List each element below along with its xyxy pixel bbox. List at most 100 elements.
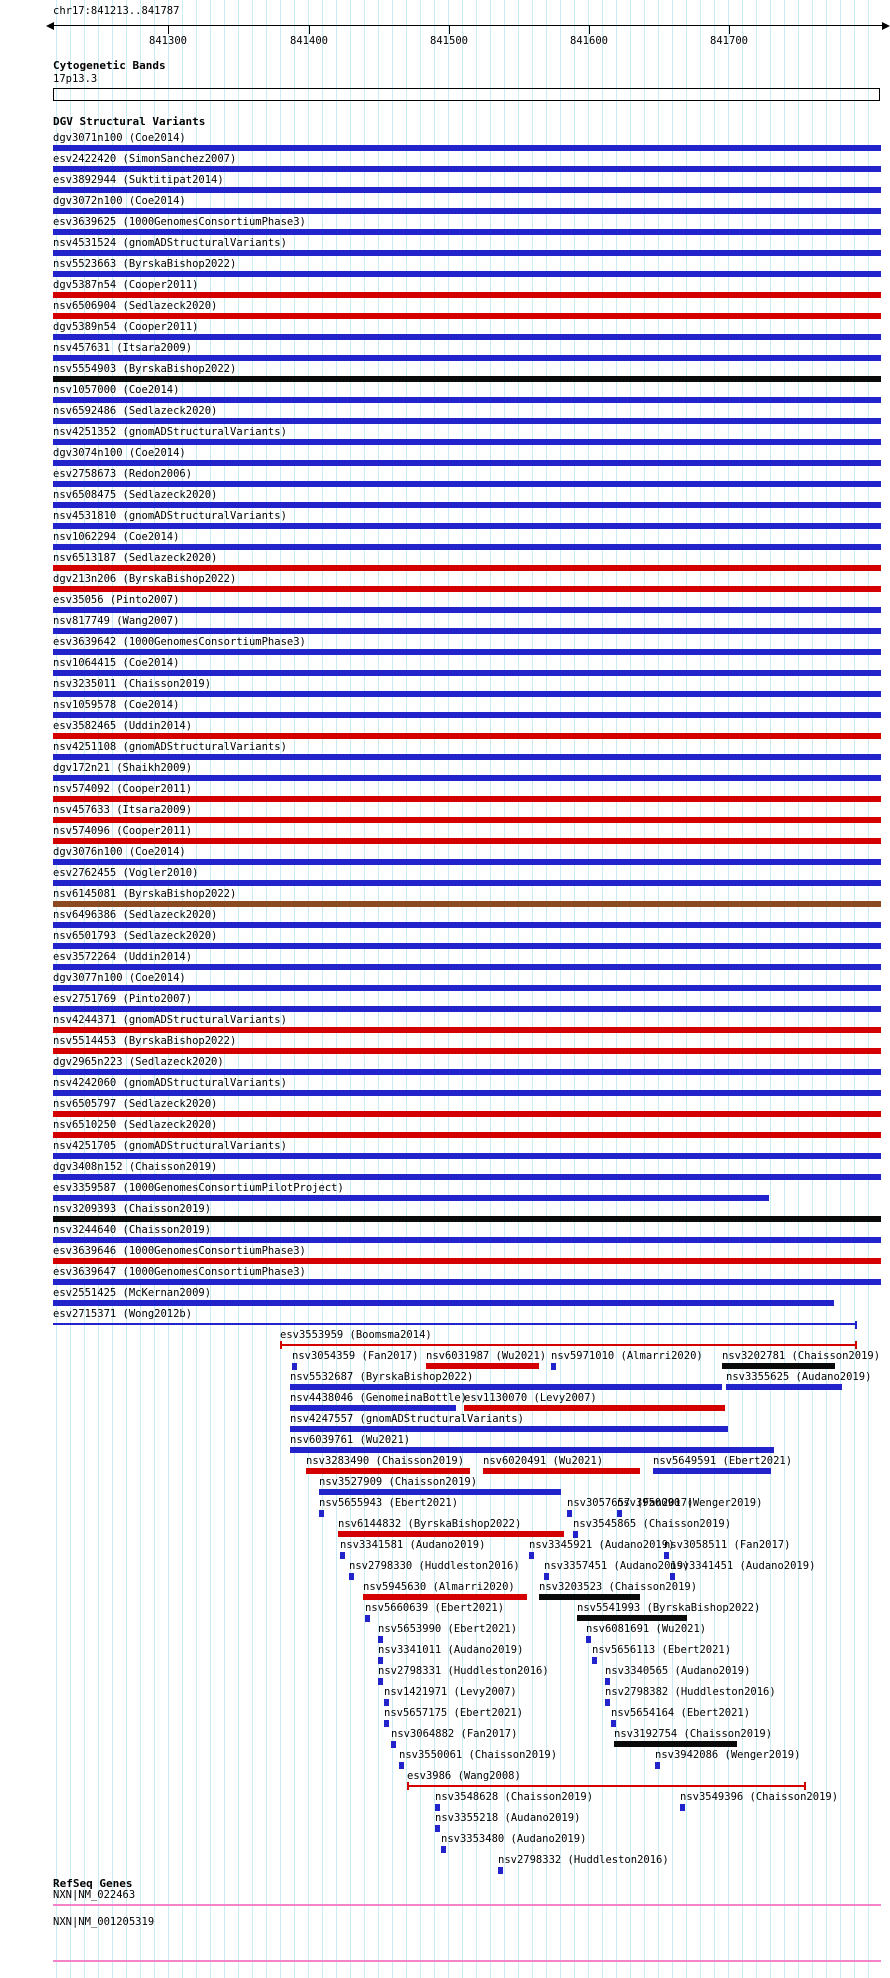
variant-label[interactable]: nsv6508475 (Sedlazeck2020): [53, 489, 218, 501]
variant-label[interactable]: nsv3283490 (Chaisson2019): [306, 1455, 465, 1467]
variant-bar[interactable]: [53, 376, 881, 382]
variant-label[interactable]: nsv3057657 (Fan2017): [567, 1497, 694, 1509]
variant-label[interactable]: nsv3550061 (Chaisson2019): [399, 1749, 558, 1761]
variant-label[interactable]: nsv5649591 (Ebert2021): [653, 1455, 793, 1467]
variant-bar[interactable]: [53, 418, 881, 424]
variant-tick[interactable]: [378, 1678, 383, 1685]
variant-bar[interactable]: [53, 985, 881, 991]
variant-bar[interactable]: [53, 607, 881, 613]
variant-bar[interactable]: [53, 145, 881, 151]
variant-label[interactable]: nsv5514453 (ByrskaBishop2022): [53, 1035, 237, 1047]
variant-bar[interactable]: [53, 796, 881, 802]
variant-label[interactable]: dgv5387n54 (Cooper2011): [53, 279, 199, 291]
variant-label[interactable]: esv2758673 (Redon2006): [53, 468, 193, 480]
variant-label[interactable]: nsv3203523 (Chaisson2019): [539, 1581, 698, 1593]
variant-label[interactable]: dgv3071n100 (Coe2014): [53, 132, 186, 144]
variant-tick[interactable]: [586, 1636, 591, 1643]
variant-label[interactable]: nsv3527909 (Chaisson2019): [319, 1476, 478, 1488]
variant-label[interactable]: nsv3355625 (Audano2019): [726, 1371, 872, 1383]
variant-tick[interactable]: [384, 1699, 389, 1706]
variant-label[interactable]: nsv4251705 (gnomADStructuralVariants): [53, 1140, 287, 1152]
variant-label[interactable]: nsv6144832 (ByrskaBishop2022): [338, 1518, 522, 1530]
variant-bar[interactable]: [53, 1195, 769, 1201]
variant-bar[interactable]: [306, 1468, 470, 1474]
variant-label[interactable]: esv3639625 (1000GenomesConsortiumPhase3): [53, 216, 306, 228]
variant-label[interactable]: nsv3058511 (Fan2017): [664, 1539, 791, 1551]
variant-bar[interactable]: [53, 565, 881, 571]
variant-tick[interactable]: [605, 1678, 610, 1685]
variant-label[interactable]: nsv5656113 (Ebert2021): [592, 1644, 732, 1656]
variant-bar[interactable]: [53, 1216, 881, 1222]
variant-bar[interactable]: [53, 943, 881, 949]
variant-bar[interactable]: [53, 1153, 881, 1159]
variant-label[interactable]: dgv3072n100 (Coe2014): [53, 195, 186, 207]
variant-tick[interactable]: [592, 1657, 597, 1664]
variant-bar[interactable]: [53, 733, 881, 739]
variant-bar[interactable]: [53, 859, 881, 865]
variant-tick[interactable]: [498, 1867, 503, 1874]
variant-tick[interactable]: [378, 1636, 383, 1643]
variant-label[interactable]: esv2422420 (SimonSanchez2007): [53, 153, 237, 165]
variant-tick[interactable]: [567, 1510, 572, 1517]
variant-label[interactable]: nsv4244371 (gnomADStructuralVariants): [53, 1014, 287, 1026]
variant-label[interactable]: nsv4531810 (gnomADStructuralVariants): [53, 510, 287, 522]
variant-label[interactable]: nsv5655943 (Ebert2021): [319, 1497, 459, 1509]
variant-bar[interactable]: [290, 1405, 456, 1411]
variant-label[interactable]: esv1130070 (Levy2007): [464, 1392, 597, 1404]
variant-bar[interactable]: [53, 880, 881, 886]
variant-bar[interactable]: [53, 775, 881, 781]
variant-label[interactable]: nsv574092 (Cooper2011): [53, 783, 193, 795]
variant-label[interactable]: nsv5523663 (ByrskaBishop2022): [53, 258, 237, 270]
variant-label[interactable]: nsv3950090 (Wenger2019): [617, 1497, 763, 1509]
variant-label[interactable]: nsv1421971 (Levy2007): [384, 1686, 517, 1698]
variant-bar[interactable]: [53, 1258, 881, 1264]
variant-label[interactable]: nsv457631 (Itsara2009): [53, 342, 193, 354]
variant-label[interactable]: nsv4251108 (gnomADStructuralVariants): [53, 741, 287, 753]
variant-label[interactable]: nsv3209393 (Chaisson2019): [53, 1203, 212, 1215]
variant-label[interactable]: nsv5945630 (Almarri2020): [363, 1581, 515, 1593]
variant-bar[interactable]: [726, 1384, 842, 1390]
variant-bar[interactable]: [53, 1006, 881, 1012]
gene-transcript-line[interactable]: [53, 1904, 881, 1906]
variant-label[interactable]: nsv6039761 (Wu2021): [290, 1434, 411, 1446]
variant-tick[interactable]: [680, 1804, 685, 1811]
variant-bar[interactable]: [53, 1027, 881, 1033]
variant-bar[interactable]: [290, 1426, 728, 1432]
variant-tick[interactable]: [670, 1573, 675, 1580]
variant-label[interactable]: nsv6496386 (Sedlazeck2020): [53, 909, 218, 921]
variant-label[interactable]: nsv4247557 (gnomADStructuralVariants): [290, 1413, 524, 1425]
variant-label[interactable]: nsv6592486 (Sedlazeck2020): [53, 405, 218, 417]
variant-label[interactable]: nsv4438046 (GenomeinaBottle): [290, 1392, 468, 1404]
variant-tick[interactable]: [340, 1552, 345, 1559]
variant-tick[interactable]: [441, 1846, 446, 1853]
variant-tick[interactable]: [384, 1720, 389, 1727]
variant-bar[interactable]: [53, 460, 881, 466]
variant-label[interactable]: nsv2798382 (Huddleston2016): [605, 1686, 776, 1698]
variant-label[interactable]: nsv5654164 (Ebert2021): [611, 1707, 751, 1719]
variant-bar[interactable]: [53, 901, 881, 907]
variant-label[interactable]: esv3582465 (Uddin2014): [53, 720, 193, 732]
variant-tick[interactable]: [551, 1363, 556, 1370]
variant-tick[interactable]: [529, 1552, 534, 1559]
variant-tick[interactable]: [365, 1615, 370, 1622]
variant-bar[interactable]: [53, 271, 881, 277]
variant-bar[interactable]: [338, 1531, 564, 1537]
variant-tick[interactable]: [391, 1741, 396, 1748]
variant-bar[interactable]: [653, 1468, 771, 1474]
variant-bar[interactable]: [722, 1363, 835, 1369]
variant-label[interactable]: nsv5971010 (Almarri2020): [551, 1350, 703, 1362]
variant-range-line[interactable]: [280, 1344, 857, 1346]
variant-bar[interactable]: [53, 334, 881, 340]
variant-label[interactable]: nsv3244640 (Chaisson2019): [53, 1224, 212, 1236]
variant-tick[interactable]: [655, 1762, 660, 1769]
variant-bar[interactable]: [53, 964, 881, 970]
variant-label[interactable]: nsv3192754 (Chaisson2019): [614, 1728, 773, 1740]
variant-label[interactable]: nsv3345921 (Audano2019): [529, 1539, 675, 1551]
variant-label[interactable]: esv3553959 (Boomsma2014): [280, 1329, 432, 1341]
variant-bar[interactable]: [363, 1594, 527, 1600]
variant-label[interactable]: nsv3341451 (Audano2019): [670, 1560, 816, 1572]
variant-label[interactable]: nsv5541993 (ByrskaBishop2022): [577, 1602, 761, 1614]
variant-label[interactable]: nsv3340565 (Audano2019): [605, 1665, 751, 1677]
variant-bar[interactable]: [53, 628, 881, 634]
variant-label[interactable]: nsv6020491 (Wu2021): [483, 1455, 604, 1467]
